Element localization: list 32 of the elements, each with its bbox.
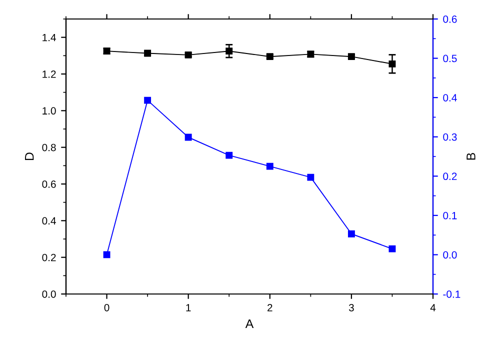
point bbox=[266, 162, 274, 170]
x-tick-label: 0 bbox=[104, 304, 110, 312]
y2-tick-label: 0.2 bbox=[443, 172, 457, 180]
y-tick-label: 0.0 bbox=[42, 290, 56, 298]
y2-tick-label: 0.1 bbox=[443, 212, 457, 220]
y-tick-label: 0.8 bbox=[42, 144, 56, 152]
point bbox=[103, 251, 110, 258]
y2-axis-title: B bbox=[466, 152, 476, 160]
y-tick-label: 0.6 bbox=[42, 180, 56, 188]
x-tick-label: 2 bbox=[268, 304, 272, 312]
x-tick-label: 1 bbox=[186, 304, 191, 312]
point bbox=[307, 174, 314, 181]
point bbox=[144, 96, 152, 104]
x-axis-title: A bbox=[245, 319, 254, 328]
point bbox=[226, 152, 233, 159]
x-tick-label: 3 bbox=[348, 304, 354, 312]
point bbox=[348, 230, 355, 238]
x-tick-label: 4 bbox=[430, 304, 436, 312]
y2-tick-label: 0.4 bbox=[443, 94, 457, 102]
y2-tick-label: -0.1 bbox=[443, 290, 460, 298]
y2-tick-label: 0.6 bbox=[443, 16, 457, 23]
y-tick-label: 1.2 bbox=[42, 70, 56, 78]
y2-tick-label: 0.0 bbox=[443, 251, 457, 259]
point bbox=[388, 245, 396, 252]
y-tick-label: 0.4 bbox=[42, 217, 56, 225]
y2-tick-label: 0.3 bbox=[443, 133, 457, 141]
y-tick-label: 1.4 bbox=[42, 34, 56, 42]
y2-tick-label: 0.5 bbox=[443, 54, 457, 62]
y-tick-label: 1.0 bbox=[42, 107, 56, 115]
y-tick-label: 0.2 bbox=[42, 254, 56, 262]
point bbox=[184, 134, 192, 141]
y-axis-title: D bbox=[25, 152, 34, 160]
